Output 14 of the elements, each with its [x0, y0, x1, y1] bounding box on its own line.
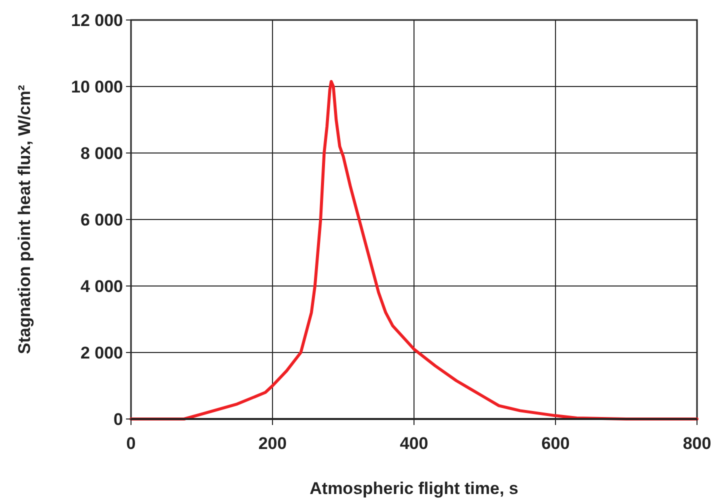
- y-tick-label: 6 000: [80, 210, 123, 230]
- y-tick-label: 10 000: [71, 77, 123, 96]
- y-tick-label: 0: [114, 410, 123, 429]
- y-axis-title: Stagnation point heat flux, W/cm²: [15, 84, 34, 354]
- y-tick-label: 2 000: [80, 343, 123, 362]
- x-tick-label: 200: [258, 434, 287, 453]
- x-tick-label: 800: [682, 434, 712, 453]
- x-axis-title: Atmospheric flight time, s: [310, 479, 518, 498]
- x-tick-label: 400: [400, 434, 428, 453]
- y-tick-label: 12 000: [71, 10, 123, 30]
- x-tick-label: 0: [126, 434, 136, 453]
- y-tick-label: 8 000: [80, 144, 123, 163]
- y-tick-label: 4 000: [80, 276, 123, 296]
- x-tick-label: 600: [541, 434, 570, 453]
